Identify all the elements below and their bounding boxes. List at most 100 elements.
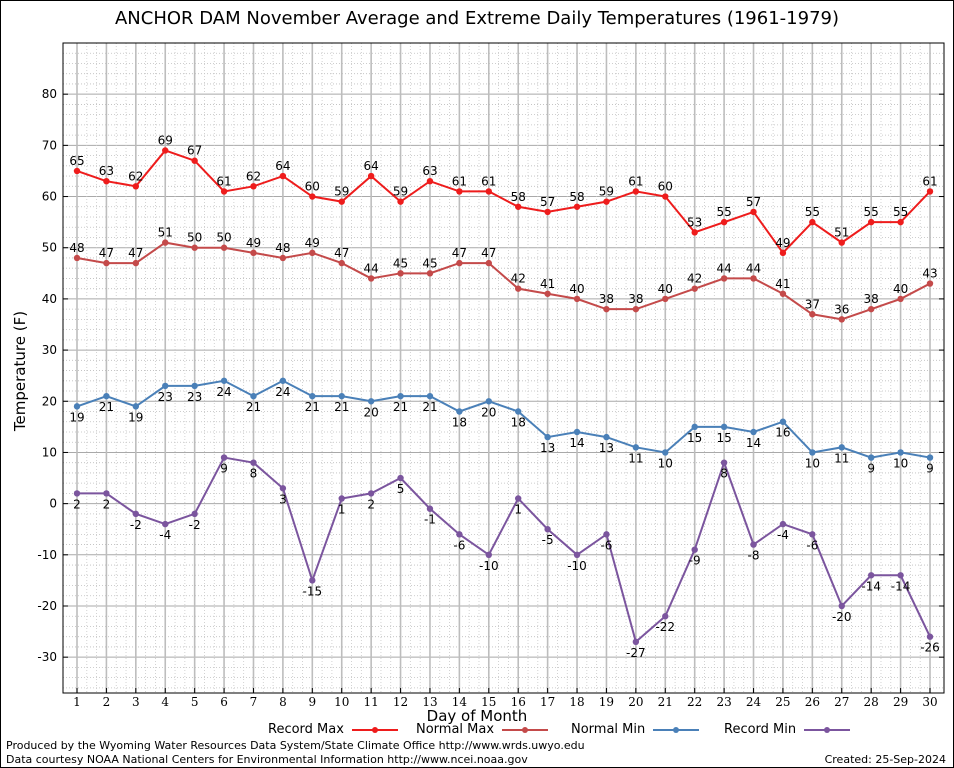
normal-min-point	[926, 454, 934, 461]
x-tick-label: 20	[628, 695, 643, 709]
record-max-data-label: 57	[540, 195, 555, 209]
normal-max-data-label: 41	[775, 277, 790, 291]
normal-max-point	[838, 316, 845, 323]
record-min-data-label: 3	[279, 492, 287, 506]
normal-max-point	[279, 254, 287, 262]
record-min-data-label: 2	[73, 497, 81, 511]
x-tick-label: 12	[393, 695, 408, 709]
record-min-data-label: -4	[159, 528, 171, 542]
record-min-point	[662, 613, 669, 620]
normal-min-point	[691, 423, 698, 431]
normal-min-data-label: 21	[334, 400, 349, 414]
record-min-point	[485, 551, 492, 559]
normal-max-data-label: 51	[158, 226, 173, 240]
normal-max-point	[867, 305, 875, 313]
normal-max-data-label: 45	[422, 256, 437, 270]
record-max-data-label: 49	[775, 236, 790, 250]
legend-label-normal-max: Normal Max	[416, 722, 495, 737]
x-tick-label: 9	[308, 695, 316, 709]
legend: Record Max Normal Max Normal Min Record …	[0, 722, 954, 740]
y-tick-label: 30	[42, 343, 57, 357]
record-max-point	[573, 203, 581, 210]
footer-created: Created: 25-Sep-2024	[824, 753, 946, 766]
legend-item-normal-min: Normal Min	[571, 722, 701, 737]
normal-max-point	[515, 285, 522, 292]
record-max-point	[809, 218, 816, 226]
x-tick-label: 7	[250, 695, 258, 709]
record-max-data-label: 55	[864, 205, 879, 219]
footer-courtesy: Data courtesy NOAA National Centers for …	[6, 753, 528, 766]
normal-min-data-label: 10	[805, 456, 820, 470]
record-max-data-label: 61	[481, 174, 496, 188]
y-tick-label: -10	[37, 548, 57, 562]
record-max-data-label: 55	[805, 205, 820, 219]
normal-max-point	[720, 275, 728, 282]
normal-min-point	[720, 423, 728, 431]
normal-min-point	[867, 454, 875, 461]
normal-max-data-label: 42	[687, 272, 702, 286]
normal-min-data-label: 10	[658, 456, 673, 470]
record-min-data-label: -14	[891, 579, 911, 593]
y-axis-label: Temperature (F)	[11, 310, 29, 432]
record-min-data-label: -10	[479, 559, 499, 573]
normal-max-line	[76, 241, 931, 321]
normal-max-data-label: 47	[99, 246, 114, 260]
record-max-data-label: 61	[216, 174, 231, 188]
normal-min-data-label: 10	[893, 456, 908, 470]
x-tick-label: 21	[658, 695, 673, 709]
record-min-data-label: 8	[720, 467, 728, 481]
normal-max-point	[603, 305, 610, 313]
normal-max-point	[103, 259, 110, 267]
normal-min-point	[779, 418, 787, 425]
normal-max-point	[397, 270, 404, 277]
normal-min-point	[367, 398, 375, 405]
record-min-line	[77, 456, 931, 644]
record-max-data-label: 65	[69, 154, 84, 168]
x-tick-label: 23	[716, 695, 731, 709]
record-min-data-label: 9	[220, 462, 228, 476]
normal-max-data-label: 49	[246, 236, 261, 250]
record-min-data-label: -8	[748, 549, 760, 563]
normal-max-data-label: 38	[628, 292, 643, 306]
normal-min-data-label: 24	[216, 385, 231, 399]
record-min-data-label: 2	[367, 497, 375, 511]
x-tick-label: 10	[334, 695, 349, 709]
record-max-line	[76, 149, 931, 255]
normal-min-data-label: 21	[305, 400, 320, 414]
record-max-point	[750, 208, 757, 216]
record-max-point	[309, 193, 316, 200]
record-min-point	[867, 572, 875, 579]
normal-max-data-label: 48	[275, 241, 290, 255]
record-max-data-label: 59	[599, 185, 614, 199]
record-min-data-label: 8	[250, 467, 258, 481]
record-max-point	[279, 172, 287, 180]
normal-min-data-label: 20	[363, 405, 378, 419]
normal-max-data-label: 40	[569, 282, 584, 296]
x-tick-label: 22	[687, 695, 702, 709]
record-max-data-label: 55	[893, 205, 908, 219]
normal-min-data-label: 19	[69, 410, 84, 424]
x-axis-label: Day of Month	[426, 707, 528, 725]
normal-max-data-label: 47	[334, 246, 349, 260]
y-tick-label: 60	[42, 190, 57, 204]
record-max-data-label: 61	[628, 174, 643, 188]
normal-min-point	[132, 403, 140, 410]
record-min-data-label: -2	[130, 518, 142, 532]
x-tick-label: 26	[805, 695, 820, 709]
record-min-point	[162, 520, 169, 528]
normal-min-point	[544, 433, 551, 441]
x-tick-label: 5	[191, 695, 199, 709]
normal-min-point	[191, 382, 198, 390]
record-min-point	[720, 459, 728, 466]
record-min-point	[632, 638, 640, 646]
normal-max-point	[191, 244, 198, 251]
record-min-data-label: -14	[861, 579, 881, 593]
x-tick-label: 19	[599, 695, 614, 709]
record-max-point	[162, 147, 169, 154]
record-min-point	[132, 510, 140, 518]
normal-max-data-label: 43	[922, 267, 937, 281]
normal-min-point	[573, 428, 581, 436]
y-tick-label: 10	[42, 445, 57, 459]
record-min-point	[250, 459, 257, 466]
record-min-point	[809, 531, 816, 538]
